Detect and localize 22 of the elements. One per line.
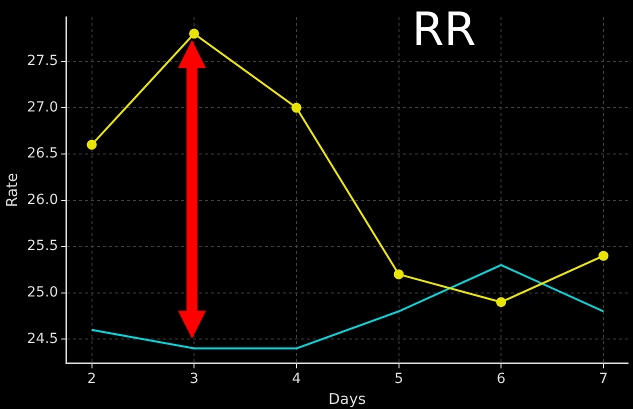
x-tick-label: 5 [394,371,404,388]
x-tick-label: 2 [87,371,96,388]
x-axis-title: Days [328,390,366,408]
point [496,297,506,308]
point [86,140,97,150]
y-axis-title: Rate [2,172,21,208]
y-tick-label: 26.0 [27,192,58,208]
x-tick-label: 3 [190,371,199,388]
y-tick-label: 25.0 [27,284,58,300]
x-tick-label: 4 [292,371,301,388]
x-tick-label: 6 [496,371,506,388]
y-tick-label: 25.5 [27,238,58,254]
y-tick-label: 27.0 [27,99,58,116]
annotation: RR [412,2,476,56]
y-tick-label: 26.5 [27,146,58,162]
point [189,28,200,39]
y-tick-label: 24.5 [27,330,58,347]
x-tick-label: 7 [598,371,608,388]
point [394,269,404,280]
point [598,250,608,261]
y-tick-label: 27.5 [27,53,58,70]
point [291,102,302,113]
